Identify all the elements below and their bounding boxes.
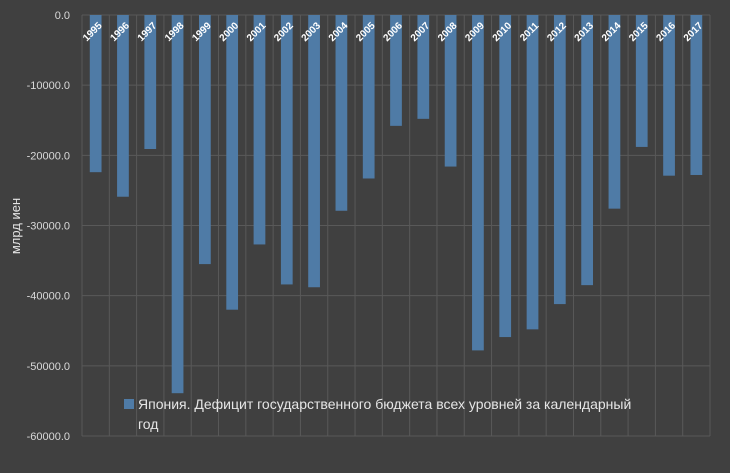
bar-1996	[117, 15, 129, 197]
bar-2007	[417, 15, 430, 119]
y-tick-label: -40000.0	[27, 291, 70, 303]
y-tick-label: -20000.0	[27, 150, 70, 162]
y-tick-label: -30000.0	[27, 221, 70, 233]
bar-2014	[608, 15, 621, 209]
bar-2012	[553, 15, 566, 305]
bar-1999	[198, 15, 211, 265]
legend-label-line-2: год	[138, 416, 158, 432]
bar-2010	[499, 15, 512, 338]
bar-2001	[253, 15, 266, 245]
y-tick-label: -50000.0	[27, 361, 70, 373]
bar-2004	[335, 15, 348, 211]
y-tick-label: -60000.0	[27, 431, 70, 443]
bar-2013	[581, 15, 594, 286]
bar-2009	[472, 15, 484, 351]
bar-2000	[226, 15, 239, 310]
bar-2005	[362, 15, 375, 179]
bar-1998	[171, 15, 184, 394]
bar-2003	[308, 15, 320, 288]
y-tick-label: -10000.0	[27, 80, 70, 92]
bar-1997	[144, 15, 157, 150]
bar-2016	[663, 15, 675, 176]
bar-2002	[280, 15, 293, 285]
legend: Япония. Дефицит государственного бюджета…	[124, 396, 631, 432]
bar-1995	[89, 15, 102, 173]
legend-swatch	[124, 399, 134, 409]
bar-2008	[444, 15, 457, 167]
y-axis-ticks: 0.0 -10000.0 -20000.0 -30000.0 -40000.0 -5000…	[27, 10, 70, 443]
y-tick-label: 0.0	[55, 10, 70, 22]
y-axis-label: млрд иен	[8, 198, 23, 254]
bar-2011	[526, 15, 539, 330]
bar-2017	[690, 15, 703, 175]
bar-2015	[635, 15, 648, 147]
legend-label-line-1: Япония. Дефицит государственного бюджета…	[138, 396, 631, 412]
gridlines	[81, 14, 711, 437]
bar-2006	[390, 15, 402, 126]
bars	[89, 15, 703, 394]
